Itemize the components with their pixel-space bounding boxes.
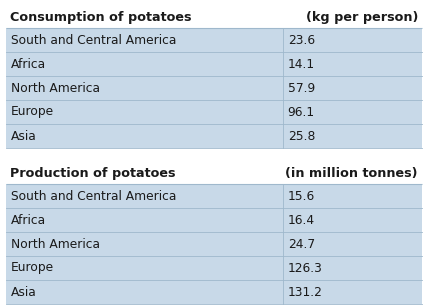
Text: Africa: Africa — [11, 58, 46, 70]
Text: 15.6: 15.6 — [288, 189, 315, 203]
Bar — [6, 232, 422, 256]
Text: 126.3: 126.3 — [288, 262, 323, 274]
Text: South and Central America: South and Central America — [11, 189, 176, 203]
Text: (kg per person): (kg per person) — [306, 10, 418, 24]
Bar — [6, 28, 422, 52]
Text: Africa: Africa — [11, 214, 46, 226]
Text: 14.1: 14.1 — [288, 58, 315, 70]
Text: North America: North America — [11, 81, 100, 95]
Text: South and Central America: South and Central America — [11, 33, 176, 47]
Text: Production of potatoes: Production of potatoes — [10, 166, 175, 180]
Bar — [6, 256, 422, 280]
Bar — [6, 52, 422, 76]
Bar — [6, 280, 422, 304]
Text: (in million tonnes): (in million tonnes) — [285, 166, 418, 180]
Bar — [6, 208, 422, 232]
Text: Europe: Europe — [11, 106, 54, 118]
Text: 96.1: 96.1 — [288, 106, 315, 118]
Text: Asia: Asia — [11, 129, 37, 143]
Bar — [6, 124, 422, 148]
Bar — [6, 184, 422, 208]
Text: 16.4: 16.4 — [288, 214, 315, 226]
Text: Europe: Europe — [11, 262, 54, 274]
Text: 57.9: 57.9 — [288, 81, 315, 95]
Text: 23.6: 23.6 — [288, 33, 315, 47]
Text: 131.2: 131.2 — [288, 285, 323, 298]
Bar — [6, 76, 422, 100]
Text: 25.8: 25.8 — [288, 129, 315, 143]
Text: Consumption of potatoes: Consumption of potatoes — [10, 10, 191, 24]
Text: Asia: Asia — [11, 285, 37, 298]
Bar — [6, 100, 422, 124]
Text: 24.7: 24.7 — [288, 237, 315, 251]
Text: North America: North America — [11, 237, 100, 251]
